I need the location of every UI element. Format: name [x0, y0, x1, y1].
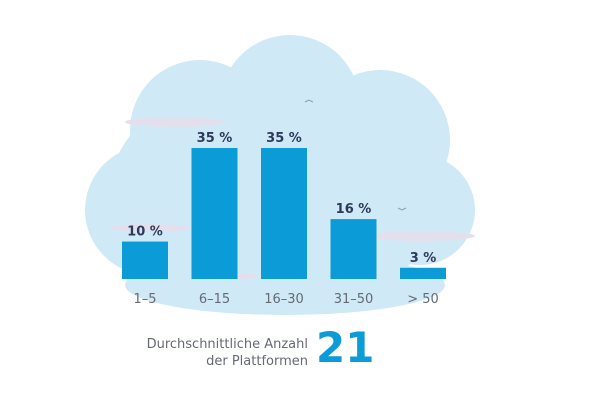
bar: [191, 148, 238, 279]
data-label: 16 %: [336, 202, 372, 217]
summary-label-line1: Durchschnittliche Anzahl: [146, 337, 308, 352]
bar: [261, 148, 307, 279]
data-label: 35 %: [266, 131, 302, 146]
cloud-wisps: [110, 117, 475, 279]
category-label: > 50: [407, 292, 439, 307]
data-label: 3 %: [410, 251, 437, 266]
bar: [330, 219, 377, 279]
bar: [122, 241, 168, 279]
category-label: 16–30: [264, 292, 304, 307]
category-label: 31–50: [334, 292, 374, 307]
category-label: 1–5: [133, 292, 156, 307]
data-label: 35 %: [197, 131, 233, 146]
bar: [400, 267, 446, 279]
bird-icons: [304, 99, 407, 211]
bird-icon: [397, 207, 407, 211]
data-label: 10 %: [127, 225, 163, 240]
bird-icon: [304, 99, 314, 103]
category-label: 6–15: [199, 292, 230, 307]
summary-label: Durchschnittliche Anzahl der Plattformen: [120, 336, 308, 370]
summary-label-line2: der Plattformen: [206, 354, 308, 369]
summary-value: 21: [316, 323, 375, 372]
